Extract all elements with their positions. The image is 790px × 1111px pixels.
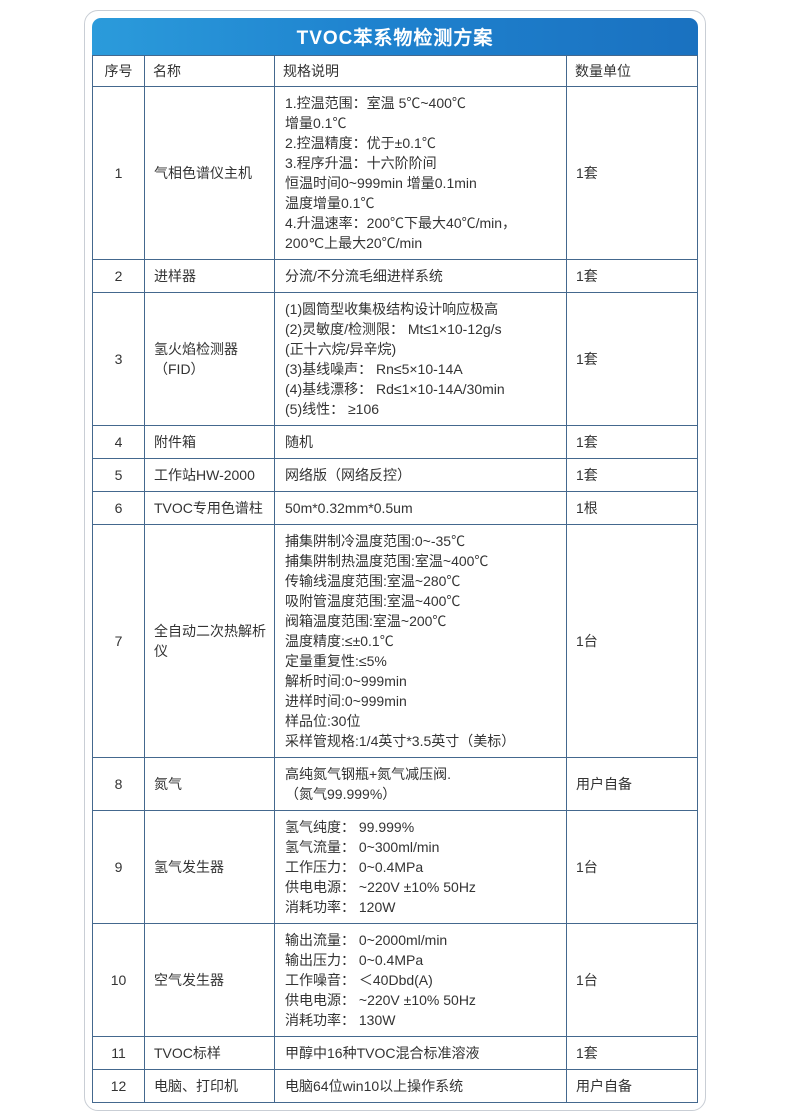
- row-qty-cell: 1套: [566, 1036, 698, 1070]
- row-no-cell: 4: [92, 425, 145, 459]
- row-no-cell: 2: [92, 259, 145, 293]
- row-spec-cell: 分流/不分流毛细进样系统: [274, 259, 567, 293]
- row-qty-cell: 1根: [566, 491, 698, 525]
- table-row: 12 电脑、打印机 电脑64位win10以上操作系统 用户自备: [92, 1069, 698, 1103]
- row-name-cell: 氮气: [144, 757, 275, 811]
- table-row: 11 TVOC标样 甲醇中16种TVOC混合标准溶液 1套: [92, 1036, 698, 1070]
- row-no-cell: 8: [92, 757, 145, 811]
- row-name-cell: TVOC专用色谱柱: [144, 491, 275, 525]
- row-name-cell: 全自动二次热解析仪: [144, 524, 275, 758]
- row-qty-cell: 用户自备: [566, 1069, 698, 1103]
- header-qty: 数量单位: [566, 55, 698, 87]
- row-spec-cell: 随机: [274, 425, 567, 459]
- row-no-cell: 11: [92, 1036, 145, 1070]
- row-qty-cell: 1台: [566, 923, 698, 1037]
- row-spec-cell: 氢气纯度： 99.999% 氢气流量： 0~300ml/min 工作压力： 0~…: [274, 810, 567, 924]
- row-no-cell: 5: [92, 458, 145, 492]
- row-spec-cell: 输出流量： 0~2000ml/min 输出压力： 0~0.4MPa 工作噪音： …: [274, 923, 567, 1037]
- row-qty-cell: 1台: [566, 810, 698, 924]
- table-row: 7 全自动二次热解析仪 捕集阱制冷温度范围:0~-35℃ 捕集阱制热温度范围:室…: [92, 524, 698, 758]
- header-row: 序号 名称 规格说明 数量单位: [92, 55, 698, 87]
- row-name-cell: 电脑、打印机: [144, 1069, 275, 1103]
- row-no-cell: 7: [92, 524, 145, 758]
- page-title: TVOC苯系物检测方案: [296, 28, 494, 49]
- spec-card: TVOC苯系物检测方案 序号 名称 规格说明 数量单位 1 气相色谱仪主机 1.…: [84, 10, 706, 1111]
- table-row: 6 TVOC专用色谱柱 50m*0.32mm*0.5um 1根: [92, 491, 698, 525]
- row-name-cell: 附件箱: [144, 425, 275, 459]
- row-spec-cell: 1.控温范围：室温 5℃~400℃ 增量0.1℃ 2.控温精度：优于±0.1℃ …: [274, 86, 567, 260]
- row-name-cell: 空气发生器: [144, 923, 275, 1037]
- row-qty-cell: 1套: [566, 259, 698, 293]
- row-spec-cell: 网络版（网络反控）: [274, 458, 567, 492]
- row-no-cell: 9: [92, 810, 145, 924]
- row-spec-cell: 电脑64位win10以上操作系统: [274, 1069, 567, 1103]
- row-spec-cell: 甲醇中16种TVOC混合标准溶液: [274, 1036, 567, 1070]
- table-body: 1 气相色谱仪主机 1.控温范围：室温 5℃~400℃ 增量0.1℃ 2.控温精…: [92, 86, 698, 1103]
- header-name: 名称: [144, 55, 275, 87]
- row-name-cell: 氢火焰检测器（FID）: [144, 292, 275, 426]
- row-spec-cell: 捕集阱制冷温度范围:0~-35℃ 捕集阱制热温度范围:室温~400℃ 传输线温度…: [274, 524, 567, 758]
- row-name-cell: 进样器: [144, 259, 275, 293]
- row-no-cell: 12: [92, 1069, 145, 1103]
- row-spec-cell: (1)圆筒型收集极结构设计响应极高 (2)灵敏度/检测限： Mt≤1×10-12…: [274, 292, 567, 426]
- row-no-cell: 1: [92, 86, 145, 260]
- row-name-cell: 氢气发生器: [144, 810, 275, 924]
- row-spec-cell: 50m*0.32mm*0.5um: [274, 491, 567, 525]
- table-row: 5 工作站HW-2000 网络版（网络反控） 1套: [92, 458, 698, 492]
- table-row: 10 空气发生器 输出流量： 0~2000ml/min 输出压力： 0~0.4M…: [92, 923, 698, 1037]
- row-qty-cell: 1台: [566, 524, 698, 758]
- table-row: 8 氮气 高纯氮气钢瓶+氮气减压阀. （氮气99.999%） 用户自备: [92, 757, 698, 811]
- row-qty-cell: 1套: [566, 86, 698, 260]
- row-name-cell: 工作站HW-2000: [144, 458, 275, 492]
- row-spec-cell: 高纯氮气钢瓶+氮气减压阀. （氮气99.999%）: [274, 757, 567, 811]
- spec-table: 序号 名称 规格说明 数量单位 1 气相色谱仪主机 1.控温范围：室温 5℃~4…: [92, 55, 698, 1103]
- row-no-cell: 10: [92, 923, 145, 1037]
- table-row: 2 进样器 分流/不分流毛细进样系统 1套: [92, 259, 698, 293]
- table-row: 1 气相色谱仪主机 1.控温范围：室温 5℃~400℃ 增量0.1℃ 2.控温精…: [92, 86, 698, 260]
- row-qty-cell: 1套: [566, 458, 698, 492]
- row-qty-cell: 1套: [566, 425, 698, 459]
- row-no-cell: 3: [92, 292, 145, 426]
- row-qty-cell: 1套: [566, 292, 698, 426]
- header-no: 序号: [92, 55, 145, 87]
- table-row: 4 附件箱 随机 1套: [92, 425, 698, 459]
- table-row: 3 氢火焰检测器（FID） (1)圆筒型收集极结构设计响应极高 (2)灵敏度/检…: [92, 292, 698, 426]
- table-row: 9 氢气发生器 氢气纯度： 99.999% 氢气流量： 0~300ml/min …: [92, 810, 698, 924]
- row-name-cell: TVOC标样: [144, 1036, 275, 1070]
- title-bar: TVOC苯系物检测方案: [92, 18, 698, 55]
- header-spec: 规格说明: [274, 55, 567, 87]
- row-no-cell: 6: [92, 491, 145, 525]
- row-name-cell: 气相色谱仪主机: [144, 86, 275, 260]
- row-qty-cell: 用户自备: [566, 757, 698, 811]
